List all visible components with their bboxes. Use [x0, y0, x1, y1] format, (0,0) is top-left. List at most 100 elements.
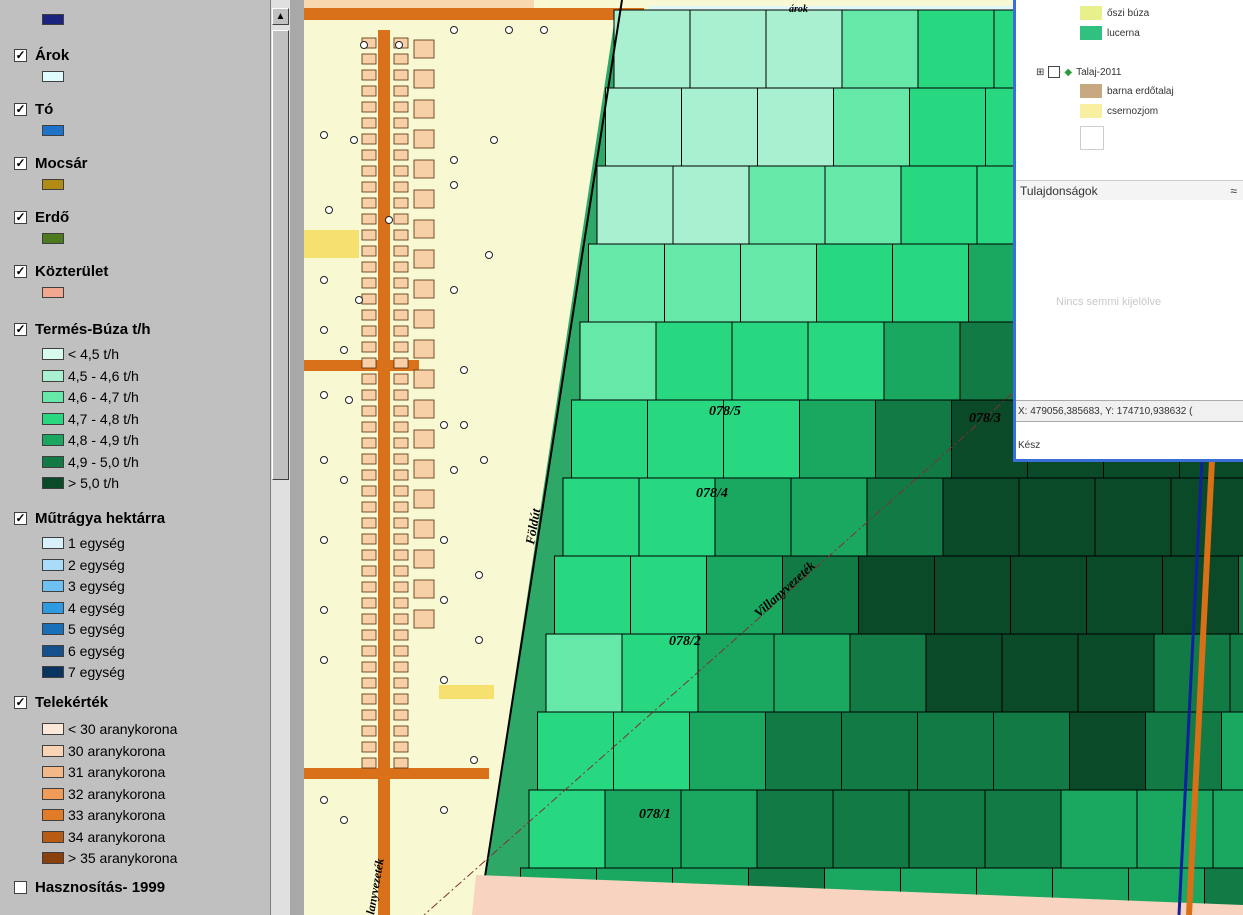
house-e — [393, 613, 409, 625]
house-e — [393, 469, 409, 481]
house-e — [393, 757, 409, 769]
tree-symbol — [470, 756, 478, 764]
legend-item-yield-3: 4,7 - 4,8 t/h — [42, 409, 139, 429]
road-main — [378, 30, 390, 915]
house-e — [393, 133, 409, 145]
overlay-label: őszi búza — [1107, 7, 1150, 19]
layer-row-l0[interactable]: ✓ Árok — [14, 44, 69, 66]
plot-e — [413, 489, 435, 509]
grid-cell — [807, 321, 885, 401]
tree-symbol — [320, 796, 328, 804]
legend-item-swatch — [42, 477, 64, 489]
grid-cell — [545, 633, 623, 713]
layer-checkbox-fert[interactable]: ✓ — [14, 511, 27, 525]
legend-item-swatch — [42, 723, 64, 735]
grid-cell — [799, 399, 876, 479]
legend-item-value-4: 33 aranykorona — [42, 805, 165, 825]
house-e — [393, 229, 409, 241]
layer-row-l4[interactable]: ✓ Közterület — [14, 260, 108, 282]
layer-checkbox-l3[interactable]: ✓ — [14, 210, 27, 224]
layer-row-l1[interactable]: ✓ Tó — [14, 98, 53, 120]
house-w — [361, 597, 377, 609]
legend-item-swatch — [42, 369, 64, 382]
grid-cell — [579, 321, 657, 401]
house-e — [393, 709, 409, 721]
layer-name-fert: Műtrágya hektárra — [35, 509, 166, 527]
properties-header: Tulajdonságok ≈ — [1016, 180, 1243, 200]
layer-name-l2: Mocsár — [35, 154, 88, 172]
overlay-label: lucerna — [1107, 27, 1140, 39]
layer-checkbox-l0[interactable]: ✓ — [14, 48, 27, 62]
soil-checkbox[interactable] — [1048, 66, 1061, 78]
arok-label: árok — [789, 4, 808, 15]
legend-item-value-1: 30 aranykorona — [42, 741, 165, 761]
parcel-label-5: 078/5 — [709, 404, 741, 419]
layer-checkbox-yield[interactable]: ✓ — [14, 322, 27, 336]
grid-cell — [1162, 555, 1239, 635]
grid-cell — [1001, 633, 1079, 713]
layer-name-usage: Hasznosítás- 1999 — [35, 878, 166, 896]
layer-checkbox-l2[interactable]: ✓ — [14, 156, 27, 170]
grid-cell — [1238, 555, 1243, 635]
tree-symbol — [385, 216, 393, 224]
grid-cell — [1136, 789, 1214, 869]
expand-icon[interactable]: ⊞ — [1036, 66, 1045, 78]
layer-row-l2[interactable]: ✓ Mocsár — [14, 152, 88, 174]
legend-item-swatch — [42, 580, 64, 592]
house-w — [361, 421, 377, 433]
tree-symbol — [450, 181, 458, 189]
collapse-icon[interactable]: ≈ — [1230, 183, 1237, 198]
layer-checkbox-l4[interactable]: ✓ — [14, 264, 27, 278]
overlay-soil-item-0: barna erdőtalaj — [1080, 84, 1174, 98]
layer-row-usage[interactable]: Hasznosítás- 1999 — [14, 876, 165, 898]
layer-row-l3[interactable]: ✓ Erdő — [14, 206, 69, 228]
layer-checkbox-l1[interactable]: ✓ — [14, 102, 27, 116]
layer-checkbox-value[interactable]: ✓ — [14, 695, 27, 709]
legend-item-label: 30 aranykorona — [68, 742, 166, 759]
legend-item-label: 6 egység — [68, 642, 125, 659]
legend-scrollbar[interactable]: ▲ — [270, 0, 291, 915]
legend-item-swatch — [42, 537, 64, 549]
house-w — [361, 533, 377, 545]
tree-symbol — [320, 131, 328, 139]
grid-cell — [892, 243, 969, 323]
tree-symbol — [360, 41, 368, 49]
grid-cell — [858, 555, 935, 635]
house-w — [361, 197, 377, 209]
overlay-blank-swatch — [1080, 126, 1109, 150]
house-w — [361, 677, 377, 689]
grid-cell — [664, 243, 741, 323]
tree-symbol — [320, 276, 328, 284]
layer-row-yield[interactable]: ✓ Termés-Búza t/h — [14, 318, 151, 340]
grid-cell — [723, 399, 800, 479]
legend-item-swatch — [42, 766, 64, 778]
grid-cell — [824, 165, 902, 245]
scroll-up-button[interactable]: ▲ — [272, 8, 289, 25]
grid-cell — [731, 321, 809, 401]
tree-symbol — [480, 456, 488, 464]
house-w — [361, 501, 377, 513]
layer-name-value: Telekérték — [35, 693, 109, 711]
grid-cell — [748, 165, 826, 245]
tree-symbol — [450, 466, 458, 474]
scroll-thumb[interactable] — [272, 30, 289, 480]
legend-item-label: < 30 aranykorona — [68, 721, 178, 737]
legend-item-label: 5 egység — [68, 621, 125, 637]
empty-selection-text: Nincs semmi kijelölve — [1056, 296, 1162, 308]
layer-row-fert[interactable]: ✓ Műtrágya hektárra — [14, 507, 165, 529]
layer-checkbox-usage[interactable] — [14, 880, 27, 894]
layer-row-value[interactable]: ✓ Telekérték — [14, 691, 108, 713]
house-e — [393, 181, 409, 193]
house-w — [361, 437, 377, 449]
tree-symbol — [440, 536, 448, 544]
legend-item-label: 4,9 - 5,0 t/h — [68, 453, 139, 470]
legend-item-value-6: > 35 aranykorona — [42, 848, 177, 868]
grid-cell — [833, 87, 910, 167]
legend-item-fert-1: 2 egység — [42, 555, 125, 575]
grid-cell — [875, 399, 952, 479]
overlay-swatch — [1080, 26, 1102, 40]
plot-e — [413, 39, 435, 59]
legend-swatch-l4 — [42, 287, 64, 298]
legend-swatch-l1 — [42, 125, 64, 136]
tree-symbol — [340, 816, 348, 824]
